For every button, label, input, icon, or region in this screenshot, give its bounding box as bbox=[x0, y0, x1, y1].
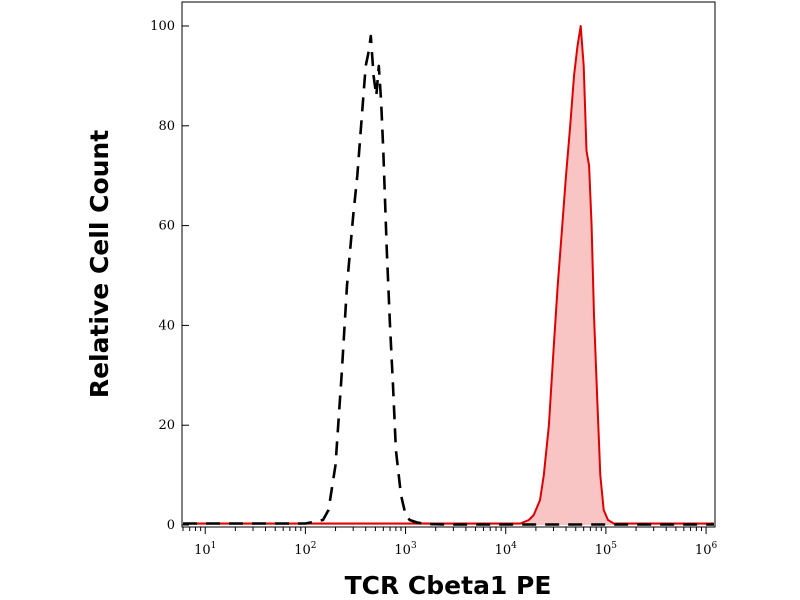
series-layer bbox=[183, 25, 714, 526]
series-1-line bbox=[183, 25, 714, 525]
y-tick-label: 100 bbox=[150, 19, 175, 34]
x-tick-label: 103 bbox=[394, 541, 417, 558]
x-tick-label: 105 bbox=[595, 541, 618, 558]
x-axis-ticks: 101 102 103 104 105 106 bbox=[182, 527, 718, 558]
y-tick-label: 40 bbox=[158, 318, 175, 333]
y-tick-label: 20 bbox=[158, 418, 175, 433]
series-1-area bbox=[183, 26, 714, 525]
x-tick-label: 101 bbox=[194, 541, 216, 558]
y-tick-label: 60 bbox=[158, 219, 175, 234]
x-axis-title: TCR Cbeta1 PE bbox=[345, 571, 552, 600]
y-tick-label: 0 bbox=[167, 518, 175, 533]
series-0-line bbox=[183, 34, 714, 526]
x-tick-label: 104 bbox=[495, 541, 518, 558]
x-tick-label: 106 bbox=[695, 541, 718, 558]
y-axis-ticks: 0 20 40 60 80 100 bbox=[150, 19, 189, 533]
y-tick-label: 80 bbox=[158, 119, 175, 134]
x-tick-label: 102 bbox=[294, 541, 316, 558]
plot-frame bbox=[181, 1, 716, 528]
y-axis-title: Relative Cell Count bbox=[85, 130, 114, 398]
